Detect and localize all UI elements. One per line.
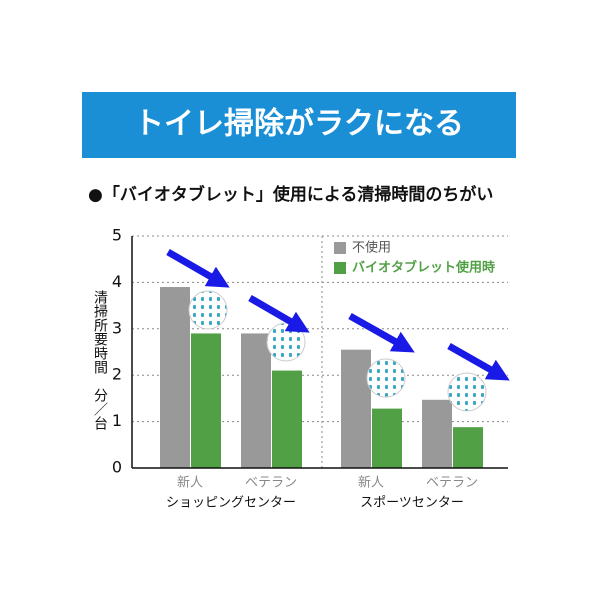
arrow — [348, 312, 415, 353]
x-tick-label: 新人 — [177, 475, 203, 491]
legend-swatch — [334, 242, 346, 254]
bar — [341, 349, 371, 468]
bar — [241, 333, 271, 468]
bar — [272, 370, 302, 468]
y-tick-label: 1 — [112, 411, 122, 430]
arrow — [166, 248, 230, 288]
y-tick-label: 0 — [112, 458, 122, 477]
bar — [453, 427, 483, 468]
y-tick-label: 4 — [112, 272, 122, 291]
bar — [160, 287, 190, 468]
arrow — [447, 342, 510, 381]
y-tick-label: 5 — [112, 226, 122, 245]
tablet-icon — [366, 358, 406, 398]
arrow — [248, 294, 310, 333]
y-tick-label: 3 — [112, 318, 122, 337]
x-tick-label: 新人 — [358, 475, 384, 491]
bar — [191, 333, 221, 468]
legend-swatch — [334, 262, 346, 274]
chart-title: トイレ掃除がラクになる — [134, 107, 464, 142]
bar — [372, 408, 402, 468]
title-banner — [82, 92, 516, 158]
bar — [422, 399, 452, 468]
tablet-icon — [447, 372, 487, 412]
x-tick-label: ベテラン — [426, 476, 478, 491]
tablet-icon — [266, 322, 306, 362]
group-label: スポーツセンター — [360, 496, 464, 511]
legend-label: 不使用 — [352, 240, 391, 256]
y-axis-label: 清掃所要時間 分／台 — [92, 290, 108, 430]
group-label: ショッピングセンター — [166, 496, 296, 511]
x-tick-label: ベテラン — [245, 476, 297, 491]
tablet-icon — [188, 290, 228, 330]
legend-label: バイオタブレット使用時 — [352, 260, 495, 276]
y-tick-label: 2 — [112, 365, 122, 384]
chart-subtitle: ●「バイオタブレット」使用による清掃時間のちがい — [88, 184, 493, 205]
decoration — [166, 248, 510, 381]
